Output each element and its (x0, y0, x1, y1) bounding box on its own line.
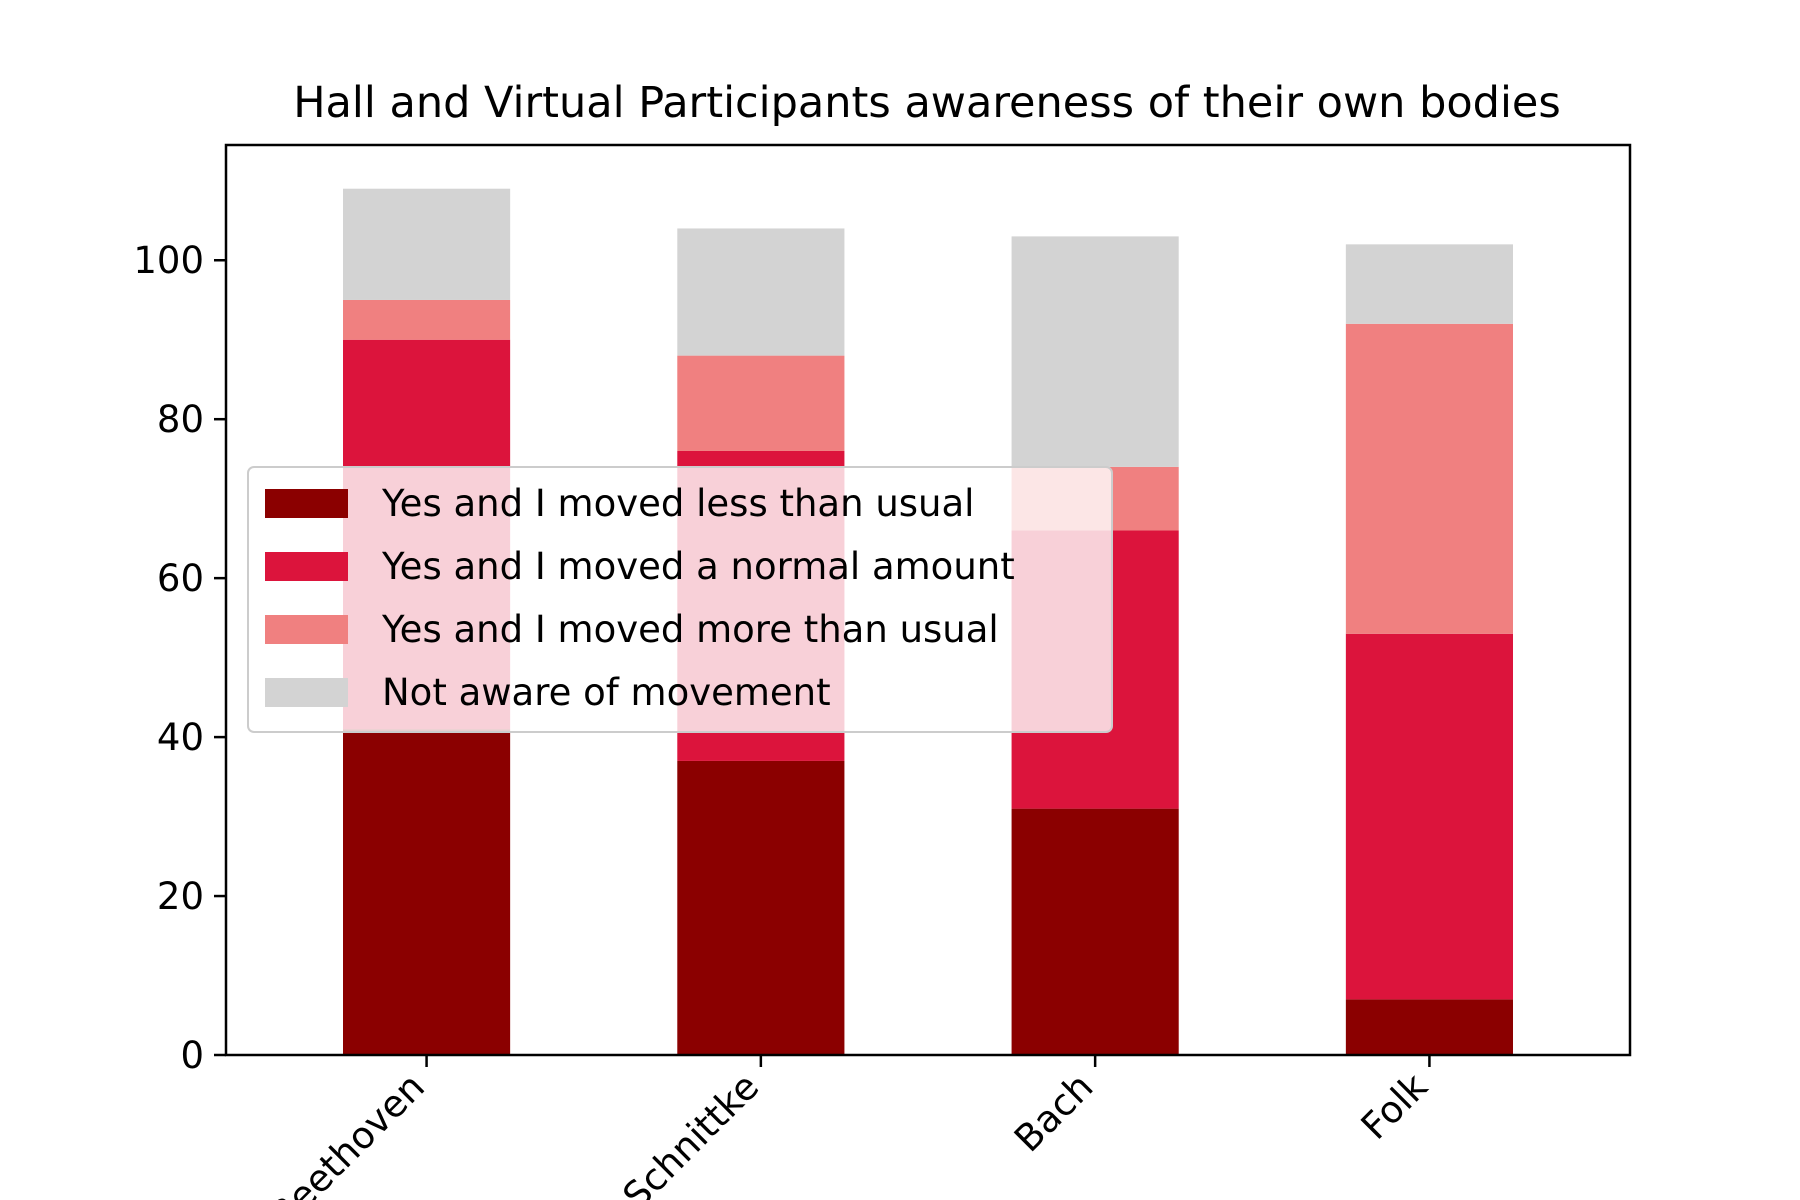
bar-segment-3-3 (1345, 244, 1513, 324)
legend-label-1: Yes and I moved a normal amount (381, 545, 1015, 588)
y-axis: 0 20 40 60 80 100 (133, 239, 226, 1077)
y-tick-label-2: 40 (157, 716, 204, 759)
legend-swatch-0 (265, 489, 348, 518)
bar-segment-0-3 (1345, 999, 1513, 1055)
x-tick-label-2: Bach (1006, 1065, 1101, 1160)
y-tick-label-4: 80 (157, 398, 204, 441)
x-tick-label-1: Schnittke (615, 1065, 768, 1200)
bar-segment-0-1 (677, 760, 845, 1055)
bar-segment-2-0 (343, 299, 511, 340)
bar-segment-3-1 (677, 228, 845, 356)
bar-segment-0-2 (1011, 808, 1179, 1055)
legend-swatch-3 (265, 678, 348, 707)
y-tick-label-1: 20 (157, 875, 204, 918)
plot-frame (224, 143, 1632, 1057)
x-tick-label-0: Beethoven (261, 1065, 433, 1200)
bar-segment-2-1 (677, 355, 845, 451)
x-tick-label-3: Folk (1353, 1065, 1436, 1148)
bar-segment-1-3 (1345, 633, 1513, 1000)
bar-segment-3-2 (1011, 236, 1179, 467)
bar-segment-0-0 (343, 729, 511, 1055)
legend-label-2: Yes and I moved more than usual (381, 608, 999, 651)
chart-title: Hall and Virtual Participants awareness … (293, 78, 1561, 128)
y-tick-label-3: 60 (157, 557, 204, 600)
y-tick-label-0: 0 (180, 1034, 204, 1077)
y-tick-label-5: 100 (133, 239, 204, 282)
legend-box (247, 466, 1113, 733)
bar-segment-2-3 (1345, 323, 1513, 634)
bar-segment-3-0 (343, 188, 511, 300)
legend: Yes and I moved less than usual Yes and I… (247, 466, 1113, 733)
legend-label-3: Not aware of movement (382, 671, 831, 714)
legend-swatch-2 (265, 615, 348, 644)
x-axis: Beethoven Schnittke Bach Folk (261, 1055, 1436, 1200)
legend-swatch-1 (265, 552, 348, 581)
legend-label-0: Yes and I moved less than usual (381, 482, 974, 525)
